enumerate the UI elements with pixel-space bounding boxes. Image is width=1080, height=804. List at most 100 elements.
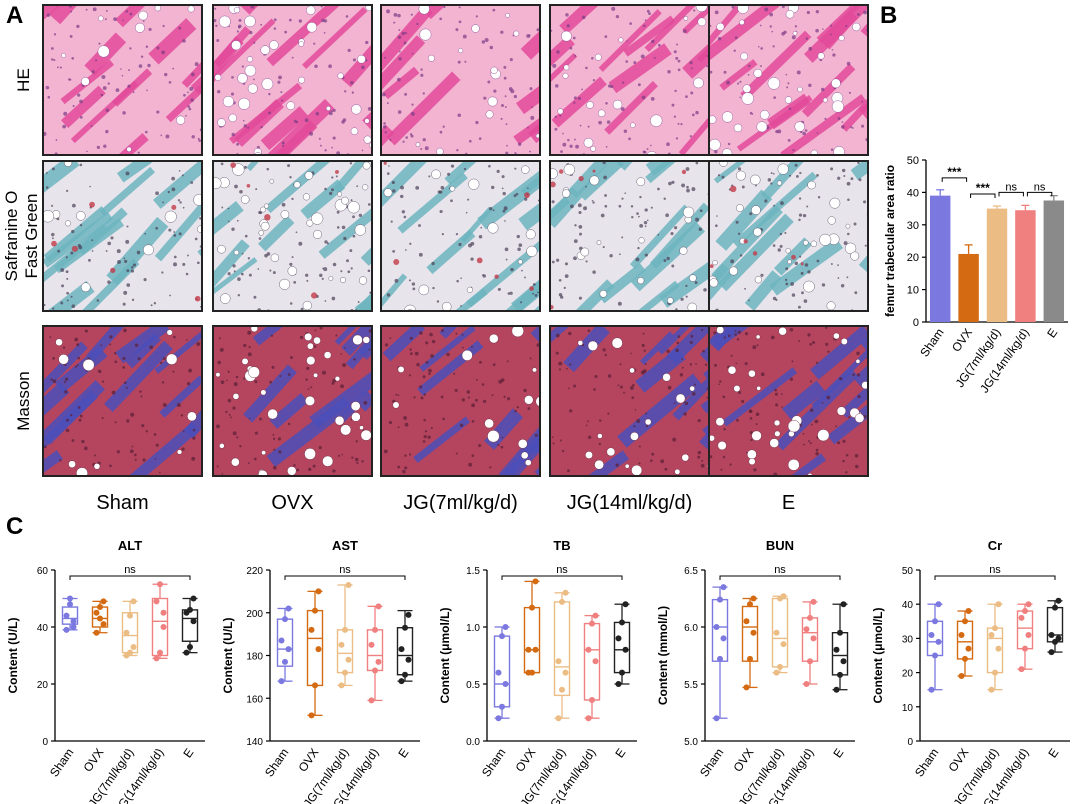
column-label: Sham — [96, 492, 149, 514]
y-tick-label: 40 — [902, 600, 914, 611]
data-point — [928, 686, 935, 693]
data-point — [928, 631, 935, 638]
box-chart-ast: AST 140 160 180 200 220 Content (U/L) ns Sham OVX… — [221, 538, 420, 804]
data-point — [777, 663, 783, 670]
x-tick-label: E — [1044, 326, 1060, 341]
x-tick-label: E — [1045, 746, 1061, 761]
tile-he-4 — [549, 4, 710, 156]
data-point — [720, 584, 727, 591]
data-point — [780, 593, 787, 600]
data-point — [67, 601, 73, 608]
data-point — [995, 645, 1002, 652]
sig-label: ns — [124, 564, 136, 576]
y-axis-label: Content (μmol/L) — [438, 608, 452, 704]
data-point — [988, 686, 995, 693]
x-tick-label: Sham — [912, 746, 941, 780]
x-tick-label: OVX — [945, 746, 971, 775]
data-point — [592, 658, 599, 665]
sig-label: *** — [976, 181, 990, 195]
bar-1 — [929, 195, 951, 322]
data-point — [555, 715, 562, 722]
data-point — [123, 629, 130, 636]
data-point — [532, 578, 539, 585]
data-point — [97, 615, 103, 622]
y-tick-label: 0 — [42, 737, 48, 748]
data-point — [345, 581, 352, 588]
data-point — [713, 624, 720, 630]
data-point — [282, 616, 288, 623]
data-point — [592, 612, 599, 619]
x-tick-label: Sham — [47, 746, 76, 780]
data-point — [932, 618, 938, 625]
sig-label: ns — [556, 564, 568, 576]
box — [831, 631, 849, 676]
y-tick-label: 0 — [913, 317, 919, 329]
row-label-safo: Safranine O Fast Green — [2, 191, 42, 282]
data-point — [810, 635, 817, 642]
data-point — [717, 655, 723, 662]
chart-title: AST — [332, 538, 358, 553]
tile-safo-4 — [549, 160, 710, 312]
x-tick-label: OVX — [512, 746, 538, 775]
tile-safo-3 — [380, 160, 541, 312]
data-point — [285, 646, 292, 653]
data-point — [840, 658, 847, 665]
data-point — [278, 678, 285, 685]
data-point — [1048, 631, 1055, 638]
data-point — [1055, 635, 1062, 642]
y-axis-label: Content (mmol/L) — [656, 606, 670, 705]
data-point — [1022, 608, 1028, 615]
data-point — [840, 601, 847, 608]
data-point — [589, 620, 595, 627]
box — [366, 629, 384, 672]
data-point — [532, 646, 539, 653]
data-point — [153, 655, 160, 662]
data-point — [1055, 597, 1062, 604]
y-tick-label: 200 — [246, 609, 263, 620]
data-point — [402, 624, 408, 631]
data-point — [405, 611, 412, 618]
tile-he-3 — [380, 4, 541, 156]
data-point — [93, 609, 100, 616]
y-tick-label: 30 — [902, 634, 914, 645]
data-point — [833, 686, 840, 693]
data-point — [1018, 666, 1025, 673]
data-point — [495, 715, 502, 722]
column-label: E — [781, 492, 796, 514]
data-point — [67, 595, 73, 602]
y-tick-label: 6.5 — [684, 566, 698, 577]
box — [523, 606, 541, 674]
data-point — [962, 655, 968, 662]
data-point — [807, 614, 813, 621]
data-point — [372, 626, 378, 633]
x-tick-label: OVX — [295, 746, 321, 775]
data-point — [615, 681, 622, 687]
sig-label: ns — [1005, 181, 1017, 193]
data-point — [589, 696, 595, 703]
data-point — [190, 618, 197, 625]
data-point — [398, 646, 405, 653]
row-label-line: Masson — [14, 371, 33, 431]
tile-safo-2 — [212, 160, 373, 312]
sig-bracket — [501, 575, 623, 580]
data-point — [405, 656, 412, 663]
data-point — [308, 712, 315, 719]
sig-bracket — [69, 575, 191, 580]
box — [711, 598, 729, 662]
data-point — [153, 598, 160, 605]
data-point — [932, 652, 938, 659]
box — [553, 601, 571, 697]
column-label: JG(7ml/kg/d) — [403, 492, 518, 514]
y-tick-label: 5.5 — [684, 680, 698, 691]
y-tick-label: 30 — [907, 220, 919, 232]
bar-5 — [1043, 200, 1065, 322]
tile-he-2 — [212, 4, 373, 156]
data-point — [1025, 631, 1032, 638]
x-tick-label: E — [395, 746, 411, 761]
x-tick-label: E — [180, 746, 196, 761]
data-point — [285, 605, 292, 612]
data-point — [988, 631, 995, 638]
data-point — [368, 641, 375, 648]
